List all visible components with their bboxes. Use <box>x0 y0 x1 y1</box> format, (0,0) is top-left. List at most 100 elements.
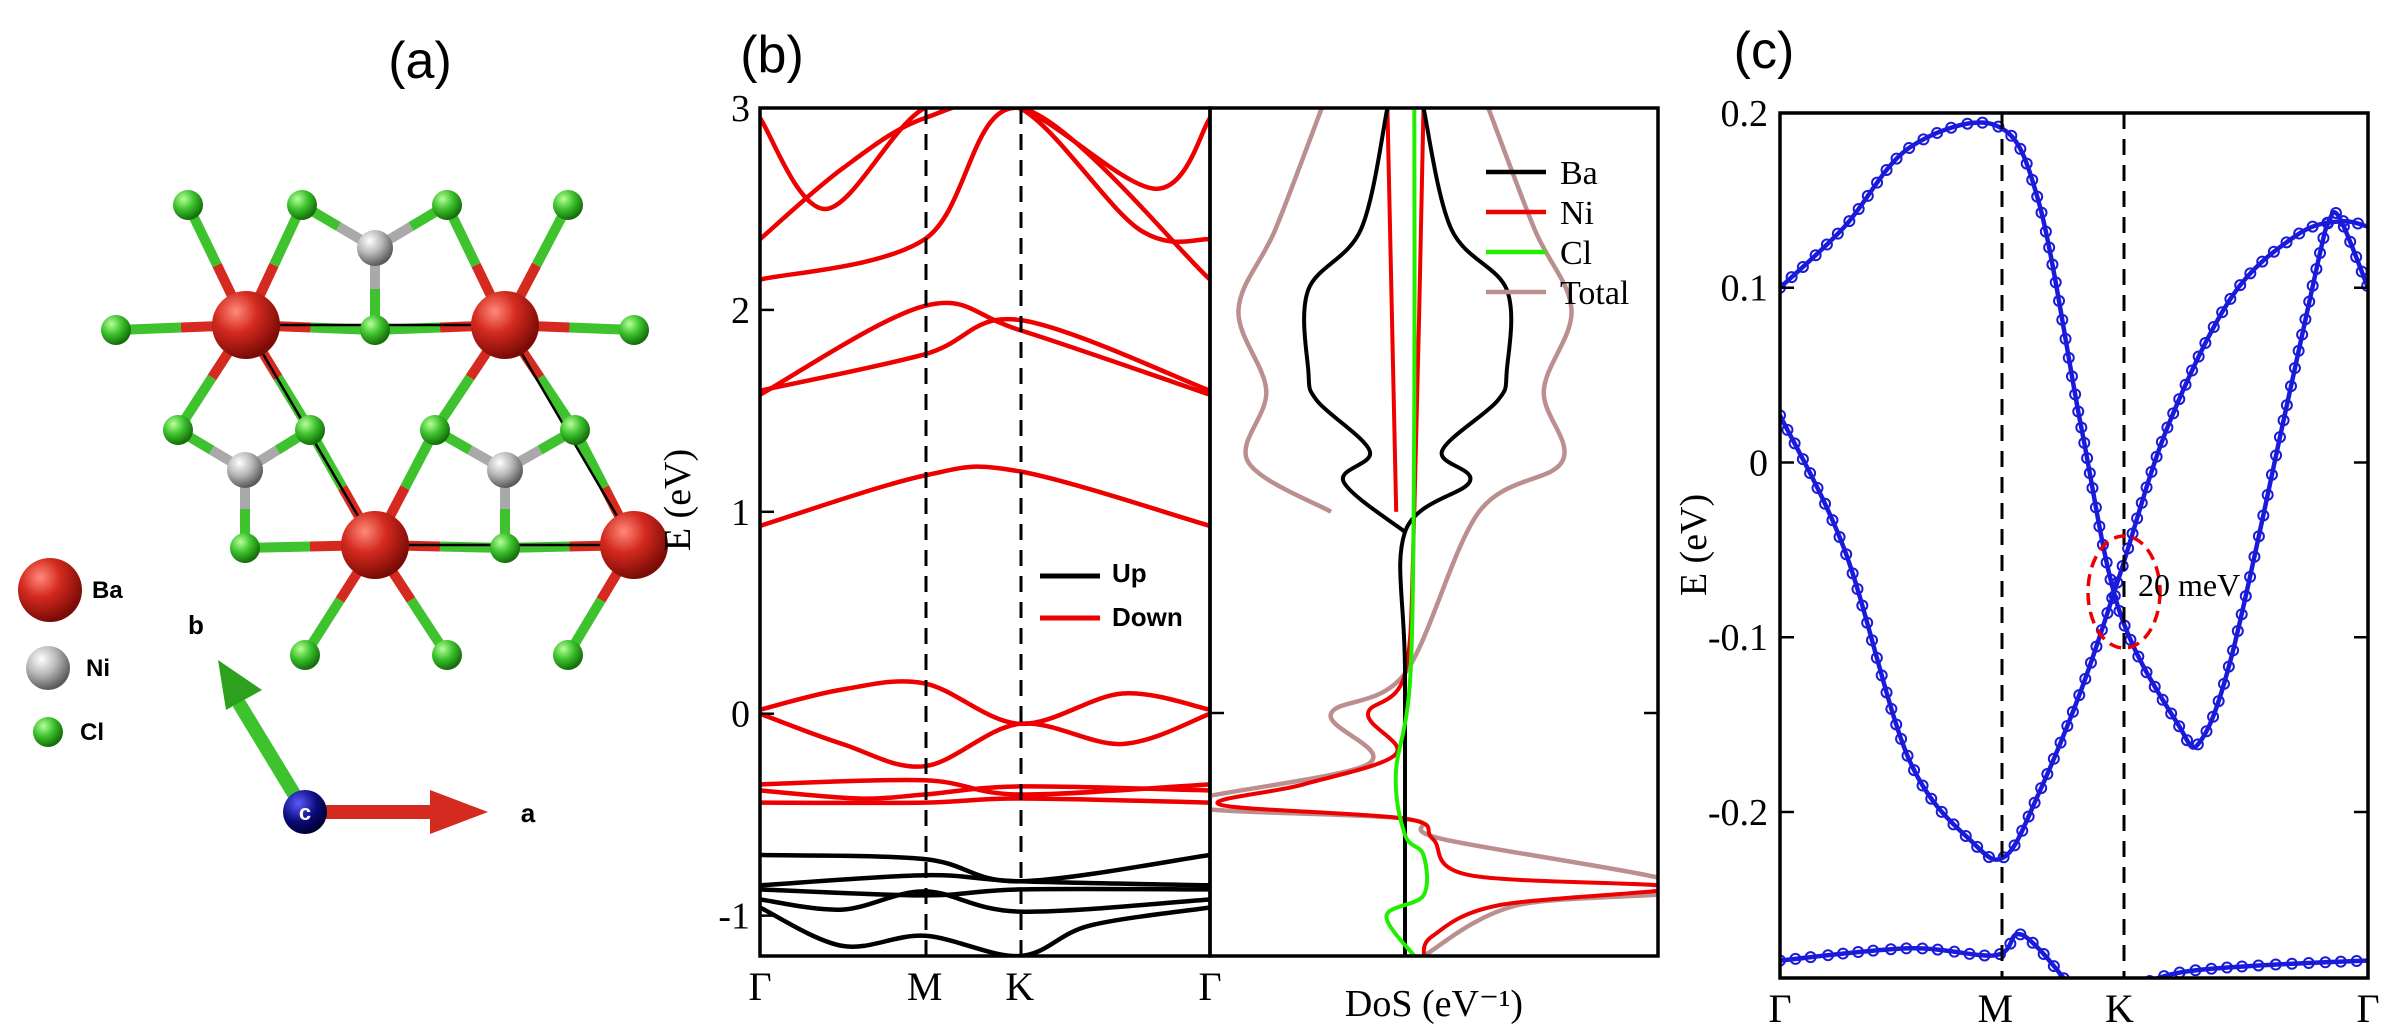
band-marker <box>1884 943 1897 956</box>
axis-c-label: c <box>299 800 311 825</box>
band-marker <box>2101 607 2114 620</box>
band-marker <box>1796 260 1809 273</box>
band-marker <box>2267 245 2280 258</box>
band-marker <box>2090 640 2103 653</box>
xtick-label: K <box>1005 964 1034 1009</box>
xtick-label: M <box>1977 986 2013 1031</box>
band-plot-frame <box>758 106 1212 958</box>
band-marker <box>2069 388 2082 401</box>
band-marker <box>2140 666 2153 679</box>
band-marker <box>1871 176 1884 189</box>
band-marker <box>2350 250 2363 263</box>
legend-label-ni: Ni <box>1560 195 1594 232</box>
band-marker <box>1925 792 1938 805</box>
ytick-label: 0.2 <box>1721 93 1769 135</box>
band-marker <box>1890 718 1903 731</box>
axis-b-label: b <box>188 610 204 640</box>
band-marker <box>2072 405 2085 418</box>
band-marker <box>2224 292 2237 305</box>
ytick-label: 0 <box>731 694 750 736</box>
band-marker <box>2314 246 2327 259</box>
band-marker <box>2037 948 2050 961</box>
band-marker <box>2135 496 2148 509</box>
band-legend: Up Down <box>1040 558 1183 632</box>
band-marker <box>1935 805 1948 818</box>
cl-atom <box>553 640 583 670</box>
band-marker <box>2337 215 2350 228</box>
a-axis-arrow-icon <box>430 790 488 834</box>
panel-label-b: (b) <box>740 26 804 84</box>
band-marker <box>2293 227 2306 240</box>
band-marker <box>1851 583 1864 596</box>
band-marker <box>2041 768 2054 781</box>
band-marker <box>2035 782 2048 795</box>
band-marker <box>2004 937 2017 950</box>
axis-a-label: a <box>521 798 536 828</box>
band-marker <box>1993 948 2006 961</box>
band-marker <box>2248 550 2261 563</box>
band-marker <box>2227 644 2240 657</box>
cl-atom <box>420 415 450 445</box>
band-marker <box>1867 944 1880 957</box>
cl-atom <box>290 640 320 670</box>
band-marker <box>2212 695 2225 708</box>
zoom-plot-frame <box>1778 111 2370 980</box>
band-marker <box>2031 190 2044 203</box>
band-marker <box>2084 656 2097 669</box>
band-marker <box>2165 707 2178 720</box>
band-marker <box>1804 951 1817 964</box>
band-marker <box>2056 313 2069 326</box>
band-line-down <box>760 796 1210 806</box>
cl-atom <box>432 190 462 220</box>
band-marker <box>1931 126 1944 139</box>
band-marker <box>2179 378 2192 391</box>
band-marker <box>2181 734 2194 747</box>
band-marker <box>2035 206 2048 219</box>
band-marker <box>2252 959 2265 972</box>
band-marker <box>1931 943 1944 956</box>
band-line-down <box>760 108 1210 212</box>
cl-atom <box>553 190 583 220</box>
band-marker <box>1982 851 1995 864</box>
band-line-down <box>760 300 1210 397</box>
band-marker <box>2022 810 2035 823</box>
band-marker <box>1961 117 1974 130</box>
ba-atom <box>341 511 409 579</box>
band-marker <box>2192 350 2205 363</box>
dos-plot-frame <box>1208 106 1660 958</box>
band-marker <box>2106 592 2119 605</box>
xtick-label: Γ <box>2356 986 2379 1031</box>
xtick-label: M <box>907 964 943 1009</box>
legend-ba-label: Ba <box>92 577 123 604</box>
band-marker <box>1901 749 1914 762</box>
band-marker <box>2302 956 2315 969</box>
band-marker <box>1885 702 1898 715</box>
band-marker <box>2028 796 2041 809</box>
band-line-up <box>760 872 1210 888</box>
band-marker <box>1846 567 1859 580</box>
xtick-label: Γ <box>748 964 771 1009</box>
band-marker <box>1890 152 1903 165</box>
band-marker <box>2047 752 2060 765</box>
band-marker <box>1917 133 1930 146</box>
band-marker <box>2186 364 2199 377</box>
band-marker <box>1852 946 1865 959</box>
band-marker <box>2244 570 2257 583</box>
band-marker <box>2054 736 2067 749</box>
cl-atom <box>560 415 590 445</box>
band-marker <box>2205 962 2218 975</box>
band-marker <box>2303 295 2316 308</box>
band-marker <box>2089 501 2102 514</box>
cl-atom <box>287 190 317 220</box>
zoom-band-plot: 20 meV 0.2 0.1 0 -0.1 -0.2 Γ M K Γ E (eV) <box>1673 93 2380 1031</box>
band-marker <box>1861 189 1874 202</box>
band-marker <box>1804 467 1817 480</box>
band-marker <box>2043 241 2056 254</box>
band-marker <box>2039 225 2052 238</box>
band-marker <box>2207 710 2220 723</box>
ytick-label: 0 <box>1749 442 1768 484</box>
band-marker <box>1781 423 1794 436</box>
ni-atom <box>227 452 263 488</box>
band-marker <box>2144 975 2155 978</box>
